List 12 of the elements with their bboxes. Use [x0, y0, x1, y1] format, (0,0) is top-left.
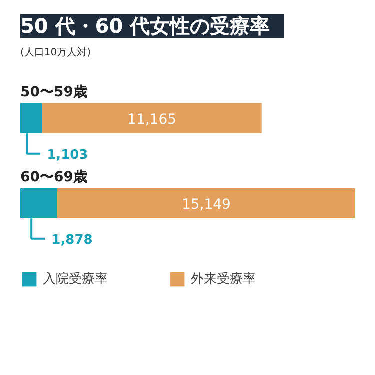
bar — [42, 103, 262, 134]
bar — [57, 188, 356, 218]
data-label: 15,149 — [182, 196, 231, 213]
data-label: 1,103 — [47, 148, 88, 163]
chart-subtitle: (人口10万人対) — [20, 46, 92, 58]
y-tick-label: 50〜59歳 — [20, 84, 88, 101]
legend-label: 入院受療率 — [43, 271, 108, 288]
y-tick-label: 60〜69歳 — [20, 170, 88, 186]
legend-label: 外来受療率 — [191, 271, 256, 288]
chart-title: 50 代・60 代女性の受療率 — [20, 14, 270, 38]
data-label: 1,878 — [52, 232, 93, 248]
data-label: 11,165 — [128, 112, 177, 128]
